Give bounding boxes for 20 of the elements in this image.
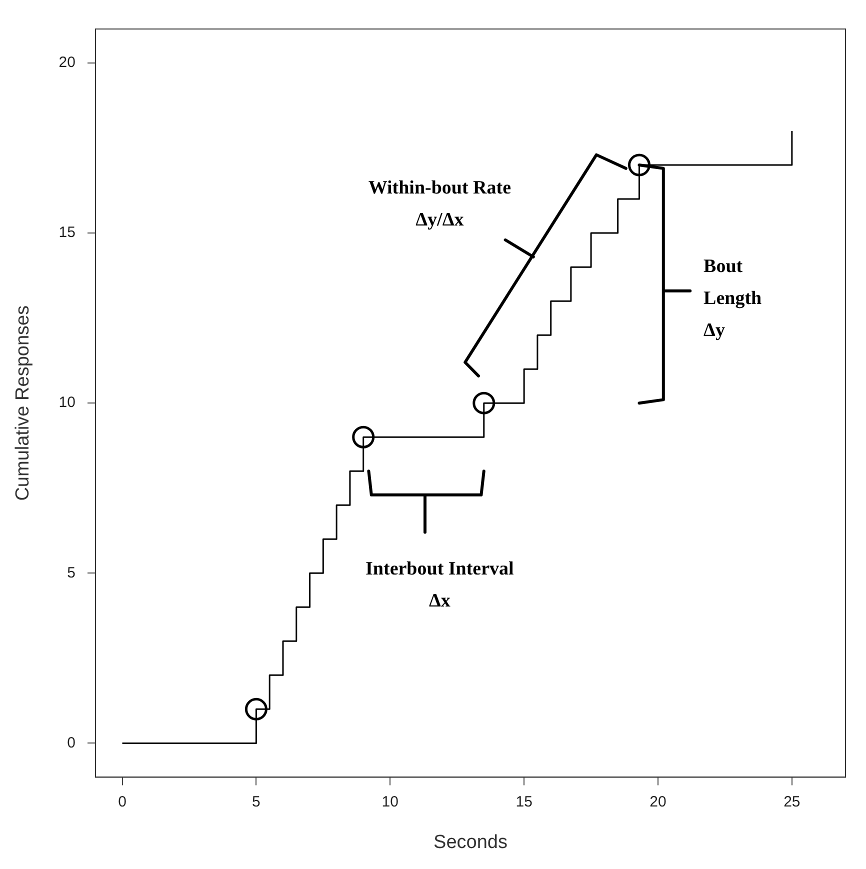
annotation: Interbout Interval Δx: [366, 558, 514, 612]
annotation: Bout Length Δy: [704, 256, 762, 341]
x-tick-label: 15: [516, 793, 532, 810]
x-tick-label: 5: [252, 793, 260, 810]
point: [628, 154, 650, 176]
x-tick-label: 0: [118, 793, 126, 810]
x-tick-label: 20: [650, 793, 666, 810]
point: [244, 698, 268, 720]
x-tick-label: 10: [382, 793, 398, 810]
x-tick-label: 25: [784, 793, 800, 810]
y-axis-title: Cumulative Responses: [12, 305, 34, 501]
y-tick-label: 20: [58, 54, 76, 72]
x-axis-title: Seconds: [434, 832, 508, 853]
y-tick-label: 0: [67, 734, 76, 752]
point: [472, 392, 496, 414]
point: [352, 426, 375, 448]
y-tick-label: 10: [58, 394, 76, 412]
y-tick-label: 5: [67, 564, 76, 582]
y-tick-label: 15: [58, 224, 76, 242]
annotation: Within-bout Rate Δy/Δx: [368, 178, 512, 231]
